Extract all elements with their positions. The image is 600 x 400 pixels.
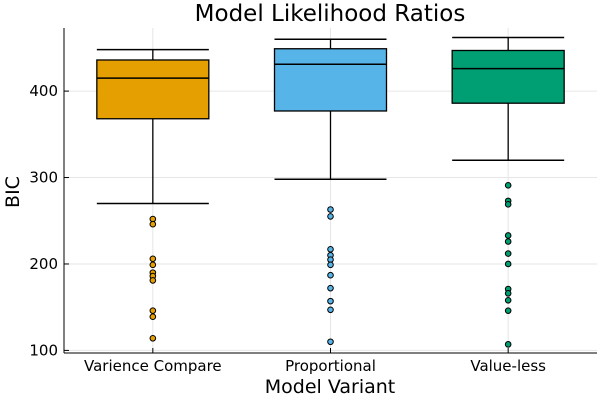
x-tick-label: Proportional — [285, 357, 376, 375]
box-iqr — [451, 49, 565, 104]
outlier-point — [504, 296, 512, 304]
outlier-point — [327, 206, 334, 213]
outlier-point — [327, 213, 334, 220]
outlier-point — [504, 250, 512, 257]
outlier-point — [149, 335, 157, 342]
outlier-point — [149, 313, 157, 320]
outlier-point — [327, 245, 334, 253]
outlier-point — [504, 232, 512, 239]
outlier-point — [149, 261, 157, 269]
tick-labels: 100 200 300 400 Varience Compare Proportional… — [29, 82, 546, 375]
outlier-point — [504, 341, 512, 348]
x-tick-label: Value-less — [470, 357, 546, 375]
y-tick-label: 300 — [29, 169, 58, 187]
box-group — [451, 36, 565, 348]
outlier-point — [149, 277, 157, 284]
outlier-point — [504, 260, 512, 268]
y-axis-title: BIC — [2, 176, 24, 208]
outlier-point — [149, 255, 157, 263]
chart-title: Model Likelihood Ratios — [195, 1, 466, 27]
outlier-point — [504, 201, 512, 208]
outlier-point — [149, 307, 157, 314]
outlier-point — [327, 271, 334, 279]
outlier-point — [504, 290, 512, 297]
y-tick-label: 200 — [29, 255, 58, 273]
outlier-point — [504, 238, 512, 245]
box-group — [273, 38, 388, 346]
x-axis-title: Model Variant — [265, 376, 395, 398]
outlier-point — [504, 182, 512, 189]
outlier-point — [327, 297, 334, 305]
outlier-point — [327, 306, 334, 314]
box-series — [96, 36, 565, 348]
box-iqr — [273, 48, 388, 112]
outlier-point — [327, 284, 334, 292]
y-tick-label: 100 — [29, 341, 58, 359]
outlier-point — [327, 261, 334, 269]
box-iqr — [96, 59, 210, 120]
box-group — [96, 48, 210, 342]
outlier-point — [149, 220, 157, 228]
y-tick-label: 400 — [29, 82, 58, 100]
x-tick-label: Varience Compare — [84, 357, 222, 375]
outlier-point — [504, 307, 512, 314]
outlier-point — [327, 338, 334, 346]
